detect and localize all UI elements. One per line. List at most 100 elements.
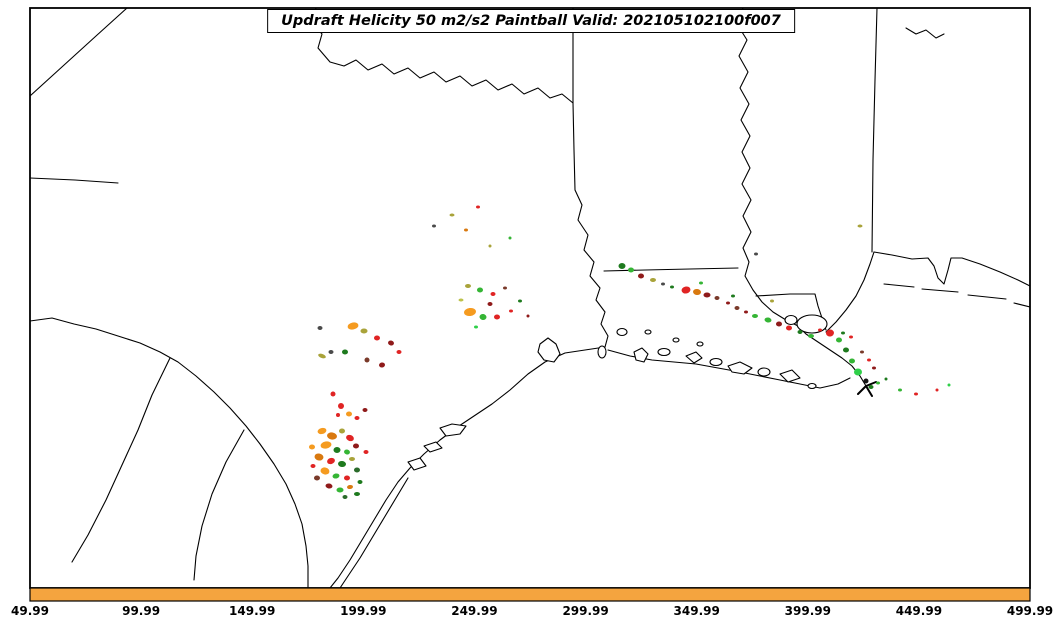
- paintball-marker: [726, 301, 730, 305]
- paintball-marker: [714, 296, 720, 300]
- paintball-marker: [731, 294, 735, 298]
- paintball-marker: [344, 475, 350, 481]
- paintball-marker: [764, 317, 772, 323]
- paintball-marker: [681, 286, 691, 294]
- paintball-marker: [818, 328, 822, 332]
- mississippi-delta-branches: [857, 381, 877, 397]
- paintball-marker: [318, 353, 326, 359]
- paintball-marker: [310, 464, 316, 468]
- paintball-marker: [752, 314, 758, 318]
- colorbar-tick-label: 249.99: [451, 604, 498, 618]
- lake-maurepas: [784, 314, 798, 326]
- paintball-marker: [354, 467, 360, 473]
- paintball-marker: [786, 325, 792, 331]
- colorbar-tick-label: 199.99: [340, 604, 387, 618]
- marsh-lake: [644, 329, 652, 335]
- mississippi-river-border: [736, 8, 867, 387]
- paintball-marker: [884, 377, 888, 381]
- map-frame: [29, 7, 1031, 589]
- paintball-marker: [336, 413, 340, 417]
- paintball-marker: [661, 282, 665, 286]
- paintball-marker: [336, 487, 344, 493]
- paintball-marker: [935, 388, 939, 392]
- paintball-marker: [338, 460, 346, 468]
- paintball-marker: [476, 205, 480, 209]
- colorbar-tick-label: 149.99: [229, 604, 276, 618]
- paintball-marker: [650, 278, 656, 282]
- paintball-marker: [314, 453, 324, 461]
- padre-island-barrier: [339, 477, 409, 588]
- river-squiggle-top-right: [905, 27, 945, 39]
- sabine-lake: [597, 345, 607, 359]
- texas-arkansas-sabine-border: [572, 102, 609, 348]
- mississippi-coastline: [825, 251, 875, 333]
- paintball-marker: [826, 329, 834, 337]
- paintball-marker: [388, 340, 394, 346]
- paintball-marker: [330, 391, 336, 397]
- rio-grande-border: [30, 317, 309, 588]
- paintball-marker: [857, 224, 863, 228]
- paintball-marker: [333, 447, 341, 453]
- paintball-marker: [836, 337, 842, 343]
- paintball-marker: [342, 349, 348, 355]
- marsh-lake: [616, 327, 628, 337]
- paintball-marker: [867, 358, 871, 362]
- paintball-marker: [854, 368, 862, 376]
- marsh-lake: [672, 337, 680, 343]
- calcasieu-lake: [633, 347, 649, 363]
- paintball-marker: [841, 331, 845, 335]
- colorbar-tick-label: 399.99: [784, 604, 831, 618]
- paintball-marker: [526, 314, 530, 318]
- san-antonio-bay: [423, 441, 443, 453]
- colorbar-tick-label: 449.99: [895, 604, 943, 618]
- paintball-marker: [479, 313, 487, 321]
- paintball-marker: [364, 357, 370, 363]
- red-river-border: [311, 8, 574, 104]
- alabama-coast-mobile-bay: [873, 251, 1030, 287]
- paintball-marker: [868, 385, 874, 389]
- paintball-marker: [744, 310, 748, 314]
- paintball-marker: [449, 213, 455, 217]
- mexico-state-border-1: [71, 357, 171, 563]
- mississippi-alabama-border: [871, 8, 878, 253]
- paintball-marker: [344, 449, 350, 455]
- paintball-marker: [490, 292, 496, 296]
- paintball-marker: [703, 292, 711, 298]
- paintball-marker: [488, 244, 492, 248]
- paintball-marker: [509, 309, 513, 313]
- marsh-lake: [657, 347, 671, 357]
- paintball-marker: [309, 444, 315, 450]
- paintball-marker: [346, 411, 352, 417]
- paintball-marker: [314, 475, 320, 481]
- paintball-marker: [320, 467, 330, 475]
- paintball-marker: [338, 403, 344, 409]
- paintball-marker: [464, 307, 476, 317]
- paintball-marker: [357, 480, 363, 484]
- barrier-islands: [883, 283, 1030, 308]
- paintball-marker: [346, 434, 354, 442]
- paintball-marker: [327, 457, 335, 465]
- state-and-country-borders: [30, 8, 1030, 588]
- lakes-and-bays: [407, 314, 828, 471]
- paintball-marker: [947, 383, 951, 387]
- paintball-marker: [876, 381, 880, 385]
- paintball-marker: [898, 388, 902, 392]
- paintball-marker: [863, 378, 869, 384]
- barataria-bay: [779, 369, 801, 383]
- paintball-marker: [494, 314, 500, 320]
- paintball-marker: [849, 335, 853, 339]
- paintball-marker: [770, 299, 774, 303]
- paintball-marker: [332, 473, 340, 479]
- galveston-bay: [537, 337, 561, 363]
- paintball-marker: [754, 252, 758, 256]
- paintball-marker: [317, 326, 323, 330]
- paintball-marker: [860, 350, 864, 354]
- paintball-marker: [797, 330, 803, 334]
- paintball-marker: [432, 224, 436, 228]
- paintball-marker: [914, 392, 918, 396]
- paintball-marker: [379, 362, 385, 368]
- paintball-marker: [325, 483, 333, 489]
- paintball-marker: [354, 492, 360, 496]
- paintball-marker: [734, 306, 740, 310]
